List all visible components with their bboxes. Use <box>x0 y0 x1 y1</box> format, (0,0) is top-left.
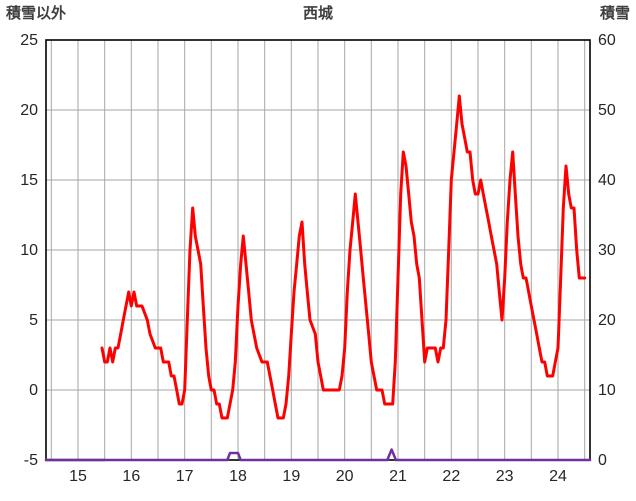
left-axis-tick-label: -5 <box>24 452 38 469</box>
left-axis-tick-label: 10 <box>20 242 38 259</box>
right-axis-tick-label: 40 <box>598 172 616 189</box>
left-axis-tick-label: 0 <box>29 382 38 399</box>
right-axis-tick-label: 0 <box>598 452 607 469</box>
right-axis-tick-label: 30 <box>598 242 616 259</box>
x-axis-tick-label: 24 <box>549 468 567 485</box>
left-axis-title: 積雪以外 <box>6 5 67 22</box>
x-axis-tick-label: 20 <box>336 468 354 485</box>
x-axis-tick-label: 16 <box>122 468 140 485</box>
right-axis-tick-label: 60 <box>598 32 616 49</box>
left-axis-tick-label: 25 <box>20 32 38 49</box>
left-axis-tick-label: 5 <box>29 312 38 329</box>
x-axis-tick-label: 15 <box>69 468 87 485</box>
left-axis-tick-label: 20 <box>20 102 38 119</box>
left-axis-tick-label: 15 <box>20 172 38 189</box>
series-temperature <box>100 94 587 420</box>
series-snow-depth <box>44 448 592 462</box>
right-axis-tick-label: 10 <box>598 382 616 399</box>
x-axis-tick-label: 22 <box>442 468 460 485</box>
right-axis-title: 積雪 <box>599 5 630 22</box>
x-axis-tick-label: 21 <box>389 468 407 485</box>
right-axis-tick-label: 20 <box>598 312 616 329</box>
right-axis-tick-label: 50 <box>598 102 616 119</box>
x-axis-tick-label: 17 <box>176 468 194 485</box>
x-axis-tick-label: 19 <box>282 468 300 485</box>
chart-title: 西城 <box>302 5 333 22</box>
x-axis-tick-label: 23 <box>496 468 514 485</box>
x-axis-tick-label: 18 <box>229 468 247 485</box>
